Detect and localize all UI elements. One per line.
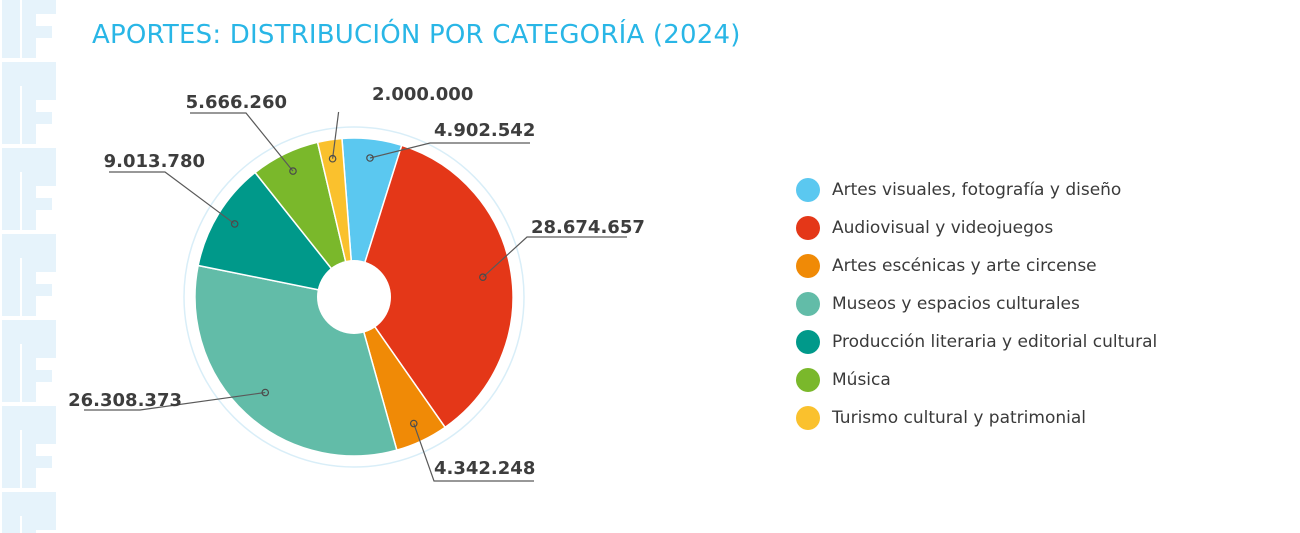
data-label-1: 4.902.542 <box>434 120 535 141</box>
chart-title: APORTES: DISTRIBUCIÓN POR CATEGORÍA (202… <box>92 20 741 50</box>
side-decorative-pattern <box>0 0 62 533</box>
legend-swatch <box>796 178 820 202</box>
legend-label: Audiovisual y videojuegos <box>832 218 1054 238</box>
legend-label: Artes visuales, fotografía y diseño <box>832 180 1122 200</box>
leader-dot-5 <box>230 220 239 228</box>
legend-item: Audiovisual y videojuegos <box>796 209 1157 247</box>
legend-swatch <box>796 368 820 392</box>
legend-item: Museos y espacios culturales <box>796 285 1157 323</box>
legend-label: Turismo cultural y patrimonial <box>832 408 1086 428</box>
leader-dot-7 <box>328 154 337 163</box>
leader-line-2 <box>482 236 627 278</box>
leader-dot-6 <box>289 167 297 175</box>
outer-ring <box>183 126 525 468</box>
chart-legend: Artes visuales, fotografía y diseño Audio… <box>796 171 1157 437</box>
leader-line-3 <box>413 423 534 482</box>
pie-slice-7 <box>316 137 355 298</box>
pie-slice-2 <box>353 144 514 429</box>
leader-dot-4 <box>261 388 270 397</box>
data-label-2: 28.674.657 <box>531 217 645 238</box>
leader-line-7 <box>332 111 340 159</box>
legend-label: Artes escénicas y arte circense <box>832 256 1097 276</box>
legend-label: Música <box>832 370 891 390</box>
legend-swatch <box>796 330 820 354</box>
legend-label: Producción literaria y editorial cultura… <box>832 332 1158 352</box>
data-label-6: 5.666.260 <box>186 92 287 113</box>
leader-line-6 <box>190 112 294 172</box>
legend-item: Producción literaria y editorial cultura… <box>796 323 1157 361</box>
data-label-3: 4.342.248 <box>434 458 535 479</box>
data-label-5: 9.013.780 <box>104 151 205 172</box>
leader-line-1 <box>369 142 530 159</box>
data-label-7: 2.000.000 <box>372 84 473 105</box>
legend-item: Turismo cultural y patrimonial <box>796 399 1157 437</box>
leader-line-4 <box>84 391 266 411</box>
donut-hole <box>317 260 391 334</box>
legend-swatch <box>796 216 820 240</box>
legend-swatch <box>796 292 820 316</box>
leader-line-5 <box>109 171 236 225</box>
legend-swatch <box>796 406 820 430</box>
data-label-4: 26.308.373 <box>68 390 182 411</box>
pie-slice-5 <box>197 171 356 299</box>
legend-item: Artes visuales, fotografía y diseño <box>796 171 1157 209</box>
legend-swatch <box>796 254 820 278</box>
legend-label: Museos y espacios culturales <box>832 294 1080 314</box>
legend-item: Artes escénicas y arte circense <box>796 247 1157 285</box>
leader-dot-3 <box>409 419 418 428</box>
legend-item: Música <box>796 361 1157 399</box>
leader-dot-1 <box>366 154 374 162</box>
leader-dot-2 <box>479 273 487 281</box>
